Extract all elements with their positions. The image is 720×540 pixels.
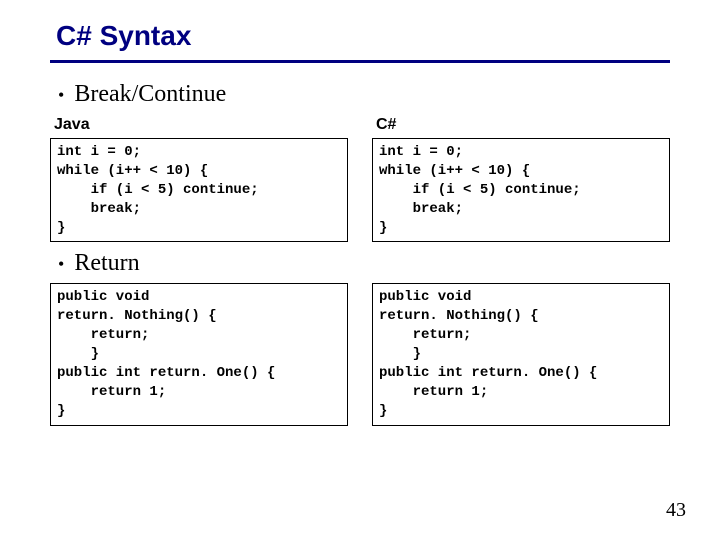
title-underline	[50, 60, 670, 63]
code-break-csharp: int i = 0; while (i++ < 10) { if (i < 5)…	[372, 138, 670, 242]
bullet-text: Return	[74, 250, 139, 277]
bullet-break-continue: • Break/Continue	[58, 81, 670, 108]
code-break-java: int i = 0; while (i++ < 10) { if (i < 5)…	[50, 138, 348, 242]
col-java-2: public void return. Nothing() { return; …	[50, 283, 348, 425]
bullet-text: Break/Continue	[74, 81, 226, 108]
header-java: Java	[54, 116, 348, 134]
page-number: 43	[666, 499, 686, 522]
code-return-csharp: public void return. Nothing() { return; …	[372, 283, 670, 425]
slide-title: C# Syntax	[50, 20, 670, 52]
col-java: Java int i = 0; while (i++ < 10) { if (i…	[50, 114, 348, 242]
row-break-continue: Java int i = 0; while (i++ < 10) { if (i…	[50, 114, 670, 242]
code-return-java: public void return. Nothing() { return; …	[50, 283, 348, 425]
col-csharp-2: public void return. Nothing() { return; …	[372, 283, 670, 425]
row-return: public void return. Nothing() { return; …	[50, 283, 670, 425]
bullet-dot-icon: •	[58, 255, 64, 273]
col-csharp: C# int i = 0; while (i++ < 10) { if (i <…	[372, 114, 670, 242]
bullet-dot-icon: •	[58, 86, 64, 104]
header-csharp: C#	[376, 116, 670, 134]
bullet-return: • Return	[58, 250, 670, 277]
